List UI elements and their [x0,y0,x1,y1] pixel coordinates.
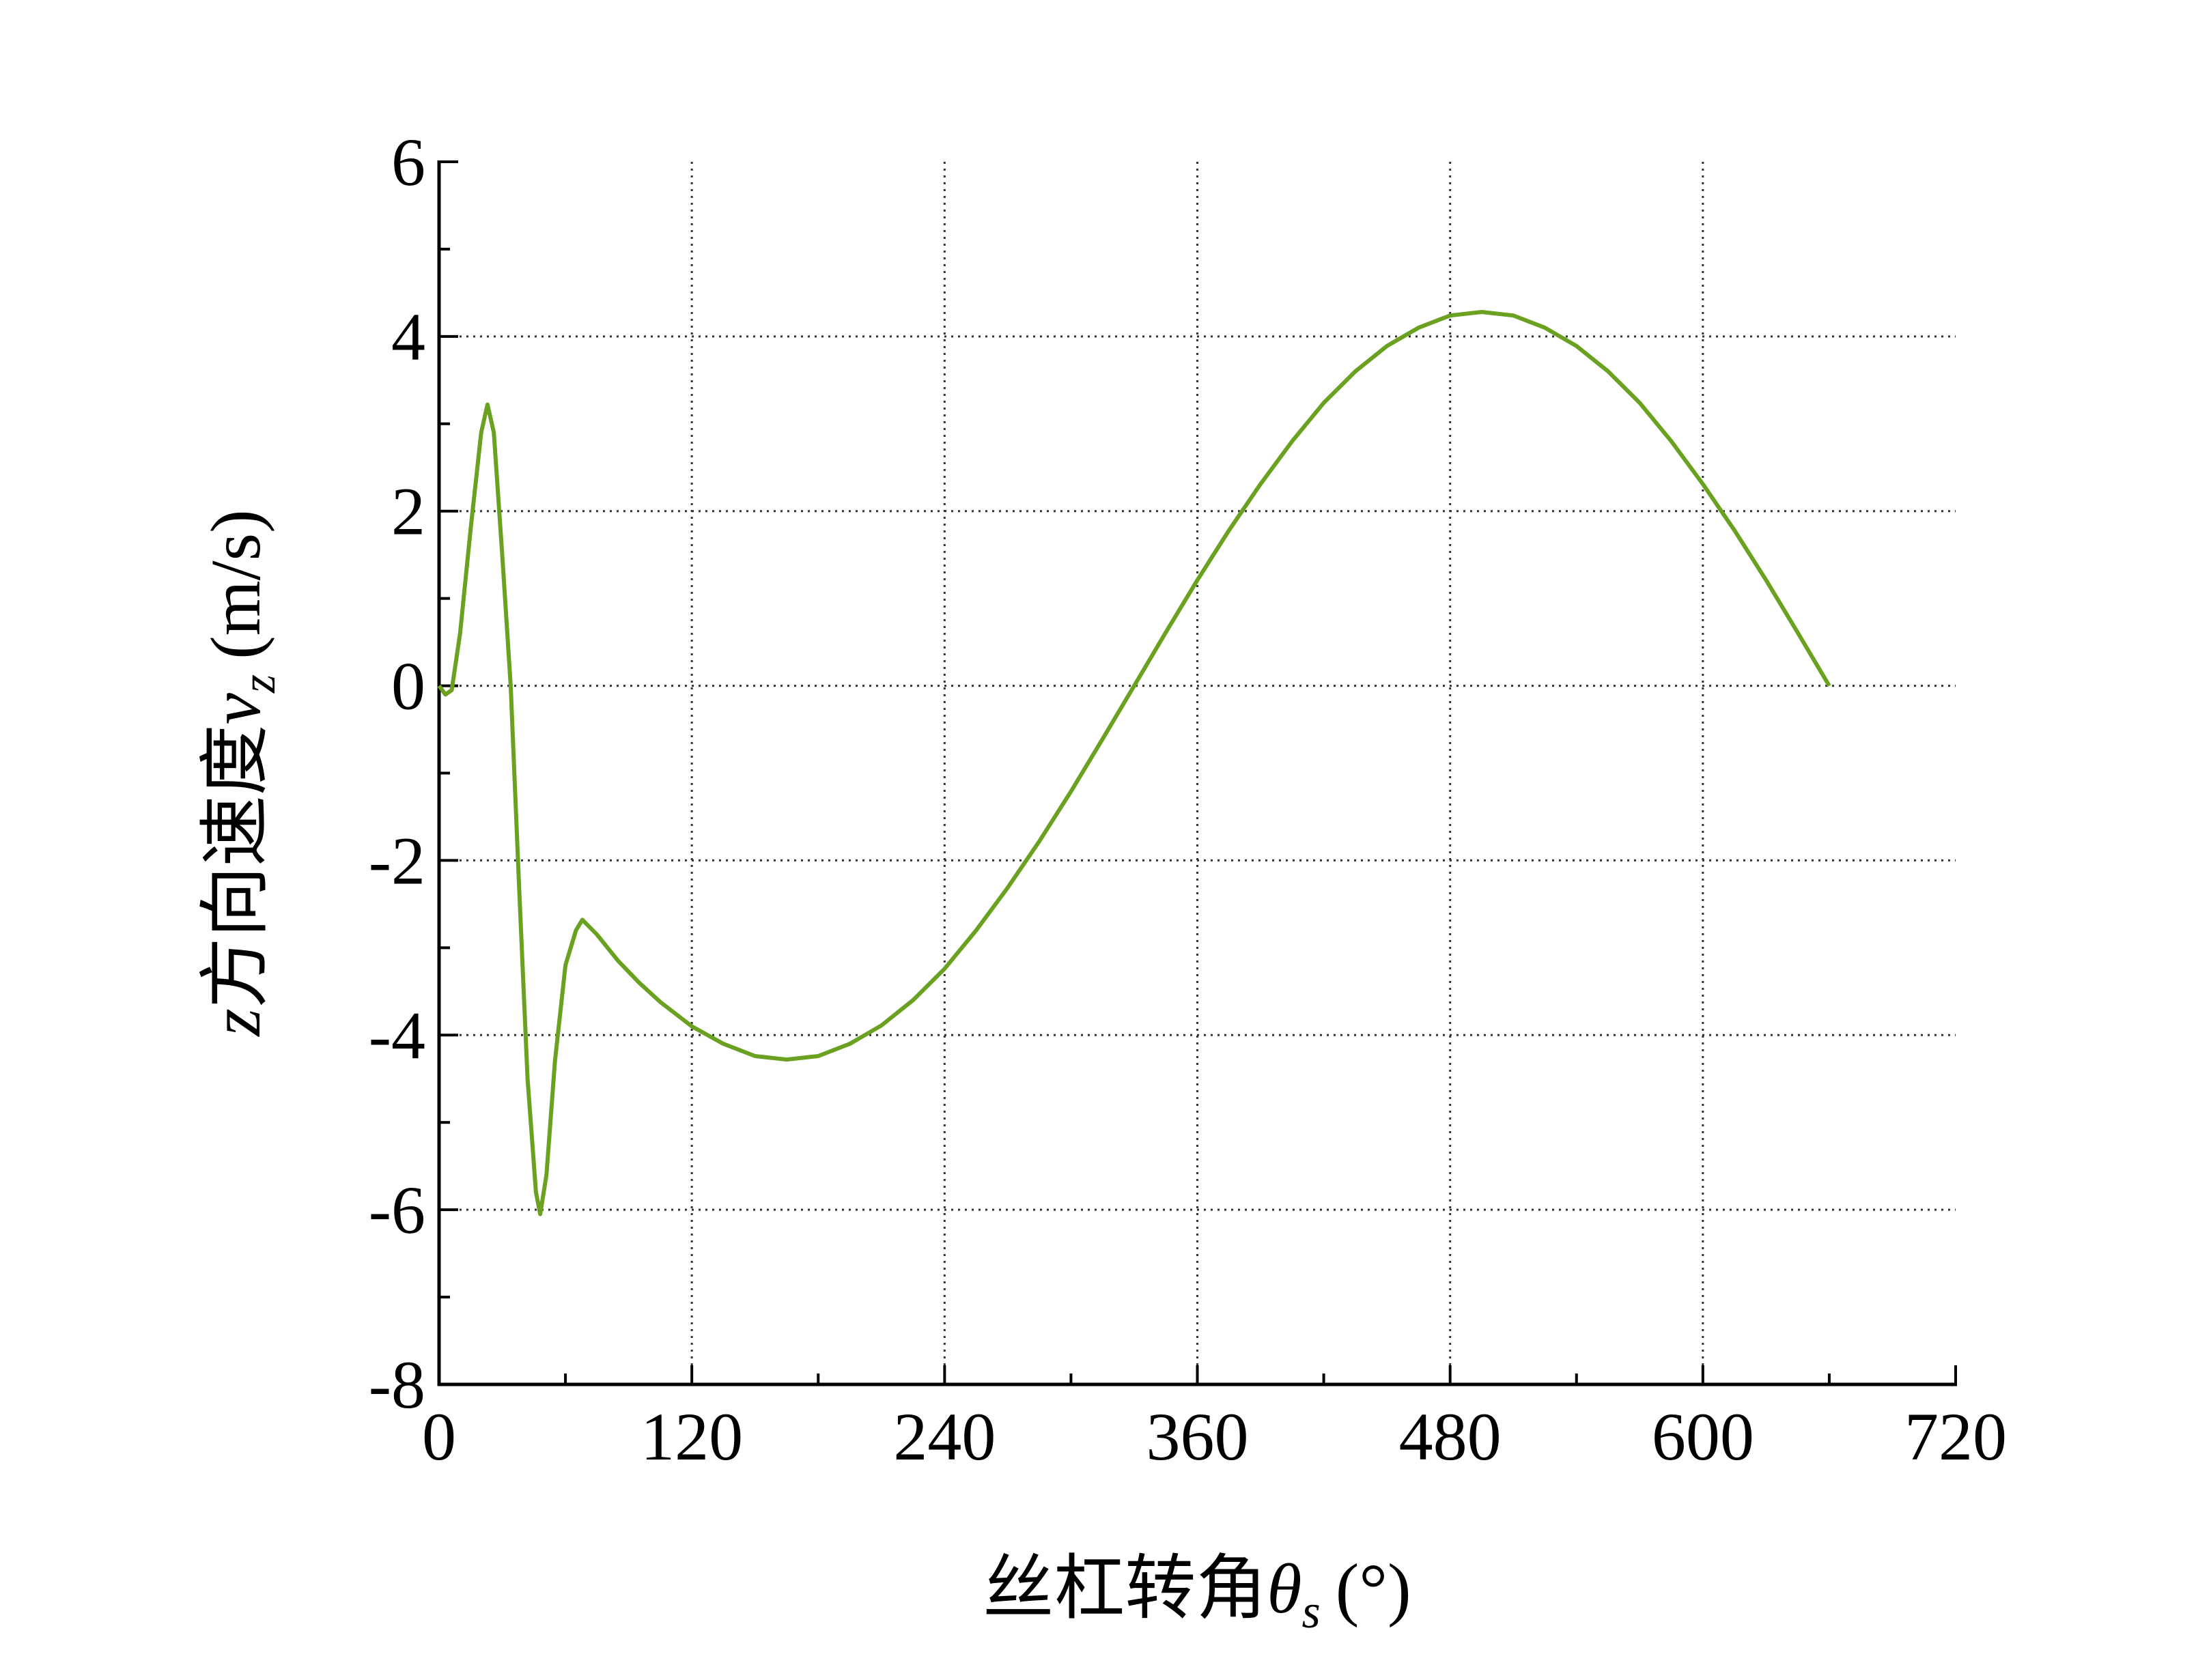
x-tick-label: 240 [893,1399,996,1475]
x-tick-label: 120 [640,1399,743,1475]
x-tick-label: 360 [1146,1399,1249,1475]
y-axis-label: z方向速度vz(m/s) [197,509,285,1037]
y-tick-label: -4 [369,997,425,1073]
x-label-symbol: θ [1267,1550,1301,1628]
x-tick-label: 0 [422,1399,456,1475]
x-tick-label: 720 [1904,1399,2007,1475]
y-tick-label: -6 [369,1172,425,1248]
x-axis-label: 丝杠转角θs (°) [983,1550,1411,1638]
x-label-text: 丝杠转角 [983,1550,1267,1628]
y-label-text: 方向速度 [197,724,275,1008]
y-tick-label: 0 [391,649,425,724]
y-tick-label: 2 [391,474,425,550]
y-label-symbol: z [197,1008,275,1037]
y-label-symbol: v [197,692,275,724]
y-label-subscript: z [233,674,285,694]
y-tick-label: -2 [369,823,425,898]
y-tick-label: 4 [391,299,425,375]
x-tick-label: 480 [1399,1399,1502,1475]
x-tick-label: 600 [1652,1399,1754,1475]
data-line [437,310,1831,1216]
x-label-unit: (°) [1336,1550,1411,1628]
y-tick-label: -8 [369,1347,425,1423]
x-label-subscript: s [1302,1586,1321,1638]
y-label-unit: (m/s) [197,509,275,659]
y-tick-label: 6 [391,124,425,200]
